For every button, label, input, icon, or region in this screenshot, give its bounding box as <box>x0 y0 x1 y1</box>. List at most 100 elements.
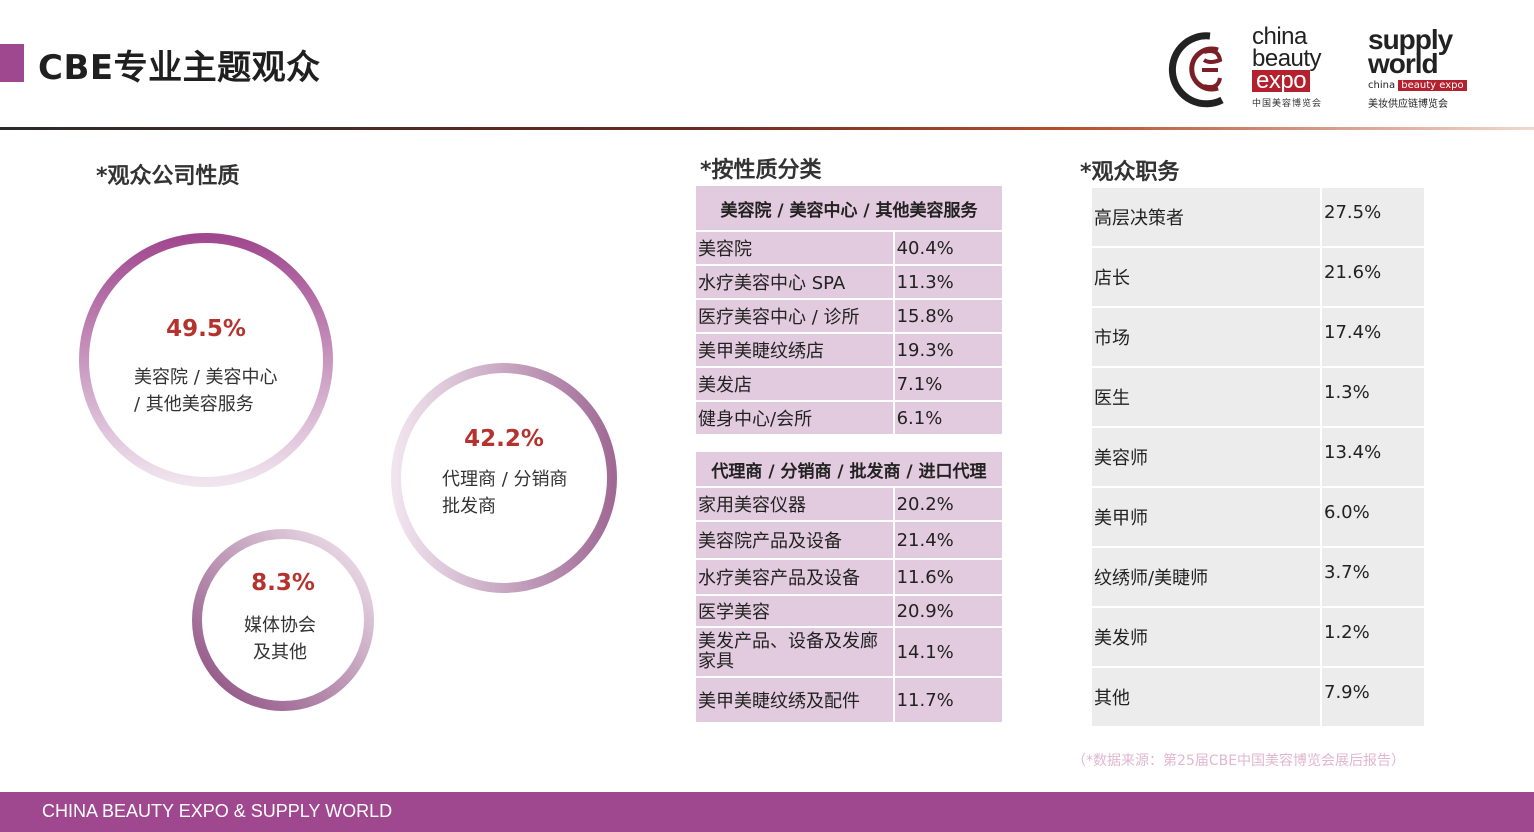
row-name: 美发产品、设备及发廊 家具 <box>694 626 895 678</box>
ring-beauty-salon: 49.5% 美容院 / 美容中心 / 其他美容服务 <box>78 232 334 488</box>
row-value: 1.2% <box>1324 622 1370 643</box>
row-name: 市场 <box>1094 328 1130 349</box>
logo-sub-cn: 美妆供应链博览会 <box>1368 99 1448 110</box>
table-header: 代理商 / 分销商 / 批发商 / 进口代理 <box>694 450 1004 488</box>
table-row: 美容院产品及设备 21.4% <box>694 520 1005 560</box>
row-name: 美甲师 <box>1094 508 1148 529</box>
ring-distributor: 42.2% 代理商 / 分销商 批发商 <box>390 362 618 594</box>
row-name: 店长 <box>1094 268 1130 289</box>
table-row: 美发店 7.1% <box>694 366 1005 402</box>
page-title: CBE专业主题观众 <box>38 48 321 88</box>
row-name: 纹绣师/美睫师 <box>1094 568 1209 589</box>
ring-label-line2: / 其他美容服务 <box>134 394 254 415</box>
row-name: 美发店 <box>694 366 895 402</box>
footer-bar <box>0 792 1534 832</box>
row-value: 11.7% <box>892 676 1005 724</box>
ring-graphic <box>192 529 374 711</box>
table-row: 美甲美睫纹绣店 19.3% <box>694 332 1005 368</box>
logo-text-world: world <box>1368 48 1439 79</box>
table-row: 医学美容 20.9% <box>694 594 1005 628</box>
row-name-line2: 家具 <box>698 651 734 672</box>
table-row: 美甲师 6.0% <box>1092 488 1424 548</box>
table-row: 其他 7.9% <box>1092 668 1424 726</box>
row-value: 11.6% <box>892 558 1005 596</box>
row-name: 其他 <box>1094 688 1130 709</box>
table-row: 医生 1.3% <box>1092 368 1424 428</box>
row-value: 20.9% <box>892 594 1005 628</box>
row-value: 19.3% <box>892 332 1005 368</box>
row-name: 美容院产品及设备 <box>694 520 895 560</box>
row-name-line1: 美发产品、设备及发廊 <box>698 631 878 652</box>
row-value: 21.4% <box>892 520 1005 560</box>
row-name: 美甲美睫纹绣店 <box>694 332 895 368</box>
row-name: 美容院 <box>694 230 895 266</box>
table-row: 高层决策者 27.5% <box>1092 188 1424 248</box>
company-nature-heading: *观众公司性质 <box>96 164 240 189</box>
job-roles-heading: *观众职务 <box>1080 160 1180 185</box>
row-value: 27.5% <box>1324 202 1382 223</box>
ring-label-line2: 及其他 <box>253 642 307 663</box>
source-note: （*数据来源：第25届CBE中国美容博览会展后报告） <box>1072 753 1406 769</box>
table-row: 纹绣师/美睫师 3.7% <box>1092 548 1424 608</box>
row-name: 医学美容 <box>694 594 895 628</box>
row-value: 20.2% <box>892 486 1005 522</box>
ring-graphic <box>79 233 333 487</box>
table-row: 美发产品、设备及发廊 家具 14.1% <box>694 626 1005 678</box>
logo-sub-plain: china <box>1368 80 1399 91</box>
logo-text-cn: 中国美容博览会 <box>1252 99 1323 109</box>
logo-text-expo: expo <box>1252 69 1311 93</box>
ring-percent: 8.3% <box>251 570 315 596</box>
china-beauty-expo-logo: china beauty expo 中国美容博览会 <box>1160 23 1350 110</box>
row-name: 高层决策者 <box>1094 208 1184 229</box>
ring-graphic <box>391 363 617 593</box>
row-value: 40.4% <box>892 230 1005 266</box>
by-nature-heading: *按性质分类 <box>700 158 822 183</box>
table-row: 美发师 1.2% <box>1092 608 1424 668</box>
row-value: 17.4% <box>1324 322 1382 343</box>
row-name: 美甲美睫纹绣及配件 <box>694 676 895 724</box>
row-value: 14.1% <box>892 626 1005 678</box>
table-row: 市场 17.4% <box>1092 308 1424 368</box>
supply-world-logo: supply world china beauty expo 美妆供应链博览会 <box>1368 24 1478 112</box>
table-row: 水疗美容中心 SPA 11.3% <box>694 264 1005 300</box>
cbe-emblem-icon <box>1168 32 1224 108</box>
header-divider <box>0 127 1534 130</box>
row-value: 21.6% <box>1324 262 1382 283</box>
table-row: 美甲美睫纹绣及配件 11.7% <box>694 676 1005 724</box>
row-value: 6.0% <box>1324 502 1370 523</box>
logo-text-beauty: beauty <box>1252 45 1322 72</box>
table-row: 美容院 40.4% <box>694 230 1005 266</box>
ring-percent: 42.2% <box>464 426 544 452</box>
table-header: 美容院 / 美容中心 / 其他美容服务 <box>694 184 1004 232</box>
table-row: 店长 21.6% <box>1092 248 1424 308</box>
table-row: 美容师 13.4% <box>1092 428 1424 488</box>
row-value: 11.3% <box>892 264 1005 300</box>
ring-label-line2: 批发商 <box>442 496 496 517</box>
row-name: 医疗美容中心 / 诊所 <box>694 298 895 334</box>
table-row: 家用美容仪器 20.2% <box>694 486 1005 522</box>
ring-label-line1: 代理商 / 分销商 <box>442 469 568 490</box>
footer-text: CHINA BEAUTY EXPO & SUPPLY WORLD <box>42 801 393 821</box>
table-row: 医疗美容中心 / 诊所 15.8% <box>694 298 1005 334</box>
beauty-salon-table: 美容院 / 美容中心 / 其他美容服务 美容院 40.4% 水疗美容中心 SPA 1… <box>694 184 1005 436</box>
row-name: 美容师 <box>1094 448 1148 469</box>
row-name: 健身中心/会所 <box>694 400 895 436</box>
row-name: 医生 <box>1094 388 1130 409</box>
ring-label-line1: 美容院 / 美容中心 <box>134 367 278 388</box>
table-row: 健身中心/会所 6.1% <box>694 400 1005 436</box>
row-name: 水疗美容中心 SPA <box>694 264 895 300</box>
logo-sub-boxed: beauty expo <box>1398 80 1467 91</box>
row-value: 6.1% <box>892 400 1005 436</box>
logo-text-supply: supply <box>1368 24 1453 55</box>
row-value: 3.7% <box>1324 562 1370 583</box>
ring-media: 8.3% 媒体协会 及其他 <box>190 528 376 712</box>
row-value: 1.3% <box>1324 382 1370 403</box>
row-value: 13.4% <box>1324 442 1382 463</box>
title-accent-bar <box>0 44 24 82</box>
row-value: 15.8% <box>892 298 1005 334</box>
row-name: 美发师 <box>1094 628 1148 649</box>
row-name: 家用美容仪器 <box>694 486 895 522</box>
row-value: 7.9% <box>1324 682 1370 703</box>
distributor-table: 代理商 / 分销商 / 批发商 / 进口代理 家用美容仪器 20.2% 美容院产品… <box>694 450 1005 724</box>
logo-text-china: china <box>1252 23 1307 50</box>
